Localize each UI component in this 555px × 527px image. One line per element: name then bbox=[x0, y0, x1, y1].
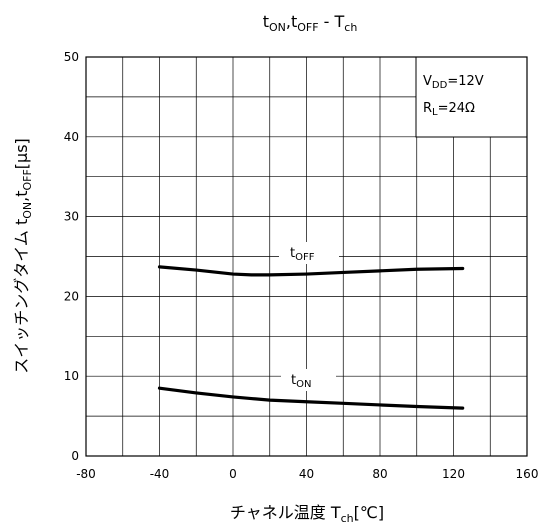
x-tick-label: 40 bbox=[299, 467, 314, 481]
toff-label-bg bbox=[279, 242, 339, 264]
series-layer bbox=[157, 265, 465, 410]
x-tick-label: 80 bbox=[372, 467, 387, 481]
legend-box bbox=[415, 56, 528, 138]
series-label-ton: tON bbox=[291, 373, 311, 390]
series-line-ton bbox=[157, 386, 465, 410]
chart-title: tON,tOFF - Tch bbox=[263, 12, 358, 34]
legend-rl: RL=24Ω bbox=[423, 101, 475, 118]
y-tick-label: 40 bbox=[64, 130, 79, 144]
series-label-toff: tOFF bbox=[290, 246, 315, 263]
ton-label-bg bbox=[281, 369, 336, 391]
y-tick-label: 50 bbox=[64, 50, 79, 64]
x-tick-label: 120 bbox=[442, 467, 465, 481]
y-tick-label: 30 bbox=[64, 210, 79, 224]
x-tick-label: -80 bbox=[76, 467, 96, 481]
x-tick-label: 160 bbox=[516, 467, 539, 481]
y-tick-label: 0 bbox=[71, 449, 79, 463]
x-axis-label: チャネル温度 Tch[℃] bbox=[230, 503, 384, 525]
y-axis-label: スイッチングタイム tON,tOFF[μs] bbox=[12, 138, 34, 374]
x-tick-label: 0 bbox=[229, 467, 237, 481]
series-line-toff bbox=[157, 265, 465, 277]
legend-vdd: VDD=12V bbox=[423, 74, 484, 91]
tick-labels: -80 -40 0 40 80 120 160 0 10 20 30 40 50 bbox=[64, 50, 539, 481]
plot-frame bbox=[85, 56, 528, 457]
x-tick-label: -40 bbox=[150, 467, 170, 481]
y-tick-label: 20 bbox=[64, 289, 79, 303]
y-tick-label: 10 bbox=[64, 369, 79, 383]
